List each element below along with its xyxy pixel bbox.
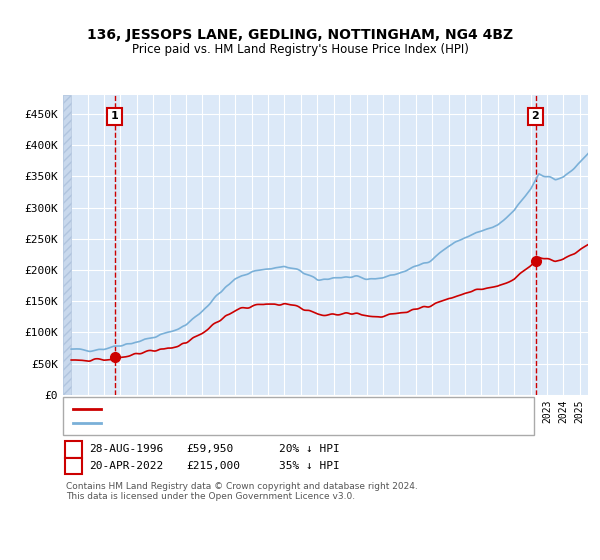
Text: 20% ↓ HPI: 20% ↓ HPI xyxy=(279,444,340,454)
Text: 136, JESSOPS LANE, GEDLING, NOTTINGHAM, NG4 4BZ: 136, JESSOPS LANE, GEDLING, NOTTINGHAM, … xyxy=(87,28,513,42)
Text: 2: 2 xyxy=(70,461,77,471)
Bar xyxy=(63,95,71,395)
Text: £215,000: £215,000 xyxy=(186,461,240,471)
Text: HPI: Average price, detached house, Gedling: HPI: Average price, detached house, Gedl… xyxy=(108,418,341,428)
Text: 2: 2 xyxy=(532,111,539,121)
Text: 28-AUG-1996: 28-AUG-1996 xyxy=(89,444,163,454)
Text: 136, JESSOPS LANE, GEDLING, NOTTINGHAM, NG4 4BZ (detached house): 136, JESSOPS LANE, GEDLING, NOTTINGHAM, … xyxy=(108,404,488,414)
Text: £59,950: £59,950 xyxy=(186,444,233,454)
Text: Price paid vs. HM Land Registry's House Price Index (HPI): Price paid vs. HM Land Registry's House … xyxy=(131,43,469,55)
Text: 35% ↓ HPI: 35% ↓ HPI xyxy=(279,461,340,471)
Text: 1: 1 xyxy=(70,444,77,454)
Text: Contains HM Land Registry data © Crown copyright and database right 2024.
This d: Contains HM Land Registry data © Crown c… xyxy=(66,482,418,501)
Text: 20-APR-2022: 20-APR-2022 xyxy=(89,461,163,471)
Text: 1: 1 xyxy=(111,111,119,121)
